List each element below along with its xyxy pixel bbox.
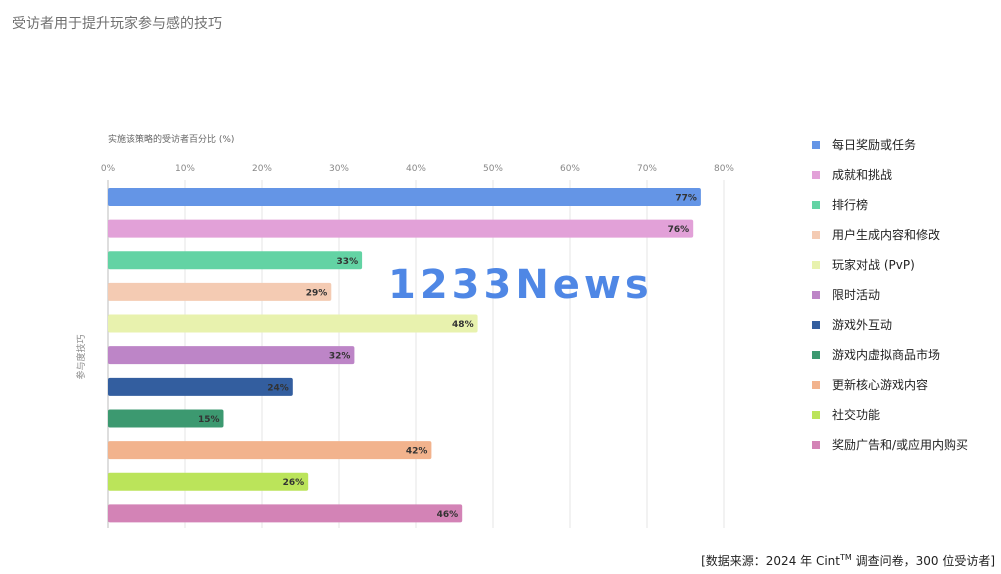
bar bbox=[108, 441, 432, 460]
legend-item-label: 游戏外互动 bbox=[832, 318, 892, 332]
x-tick-label: 70% bbox=[637, 164, 657, 174]
bar bbox=[108, 377, 293, 396]
y-axis-label: 参与度技巧 bbox=[75, 334, 87, 379]
legend-swatch bbox=[812, 201, 820, 209]
bar-value-label: 15% bbox=[198, 415, 220, 425]
bar bbox=[108, 188, 701, 206]
legend-swatch bbox=[812, 321, 820, 329]
legend-item-label: 社交功能 bbox=[832, 407, 880, 422]
legend-swatch bbox=[812, 141, 820, 149]
legend-item-label: 限时活动 bbox=[832, 288, 880, 302]
bar bbox=[108, 314, 478, 333]
legend-item-label: 成就和挑战 bbox=[832, 168, 892, 182]
value-labels: 77% 76% 33% 29% 48% 32% 24% 15% 42% 26% 46% bbox=[198, 194, 697, 520]
bar-value-label: 76% bbox=[668, 225, 690, 235]
bar-value-label: 29% bbox=[306, 288, 328, 298]
bar bbox=[108, 282, 332, 301]
bar bbox=[108, 504, 463, 523]
x-tick-label: 80% bbox=[714, 164, 734, 174]
x-axis-ticks: 0% 10% 20% 30% 40% 50% 60% 70% 80% bbox=[101, 164, 735, 174]
x-tick-label: 30% bbox=[329, 164, 349, 174]
bar-value-label: 32% bbox=[329, 352, 351, 362]
legend-swatch bbox=[812, 261, 820, 269]
legend-swatch bbox=[812, 381, 820, 389]
bar bbox=[108, 219, 694, 238]
x-tick-label: 50% bbox=[483, 164, 503, 174]
x-tick-label: 0% bbox=[101, 164, 116, 174]
bar-value-label: 42% bbox=[406, 447, 428, 457]
x-tick-label: 60% bbox=[560, 164, 580, 174]
legend-swatch bbox=[812, 441, 820, 449]
source-note: [数据来源：2024 年 CintTM 调查问卷，300 位受访者] bbox=[701, 552, 995, 569]
trademark: TM bbox=[839, 553, 852, 562]
bar-value-label: 48% bbox=[452, 320, 474, 330]
legend-swatch bbox=[812, 231, 820, 239]
bar bbox=[108, 409, 224, 428]
bar-value-label: 24% bbox=[267, 383, 289, 393]
x-axis-label: 实施该策略的受访者百分比 (%) bbox=[108, 133, 234, 145]
x-tick-label: 10% bbox=[175, 164, 195, 174]
page-title: 受访者用于提升玩家参与感的技巧 bbox=[12, 16, 222, 32]
bars bbox=[108, 188, 701, 523]
source-suffix: 调查问卷，300 位受访者] bbox=[851, 554, 995, 568]
bar bbox=[108, 346, 355, 365]
bar-value-label: 77% bbox=[675, 194, 697, 204]
bar bbox=[108, 472, 309, 491]
bar bbox=[108, 251, 363, 270]
legend-item-label: 更新核心游戏内容 bbox=[832, 377, 928, 392]
legend-swatch bbox=[812, 351, 820, 359]
legend-item-label: 排行榜 bbox=[832, 197, 868, 212]
source-prefix: [数据来源：2024 年 Cint bbox=[701, 554, 840, 568]
bar-value-label: 33% bbox=[337, 257, 359, 267]
legend-item-label: 奖励广告和/或应用内购买 bbox=[832, 437, 968, 452]
bar-value-label: 26% bbox=[283, 478, 305, 488]
legend-item-label: 游戏内虚拟商品市场 bbox=[832, 347, 940, 362]
legend-item-label: 玩家对战 (PvP) bbox=[832, 257, 915, 272]
legend-swatch bbox=[812, 171, 820, 179]
legend-swatch bbox=[812, 291, 820, 299]
legend-swatch bbox=[812, 411, 820, 419]
x-tick-label: 40% bbox=[406, 164, 426, 174]
watermark: 1233News bbox=[388, 262, 653, 308]
x-tick-label: 20% bbox=[252, 164, 272, 174]
legend-item-label: 每日奖励或任务 bbox=[832, 137, 916, 152]
legend-item-label: 用户生成内容和修改 bbox=[832, 227, 940, 242]
bar-value-label: 46% bbox=[437, 510, 459, 520]
